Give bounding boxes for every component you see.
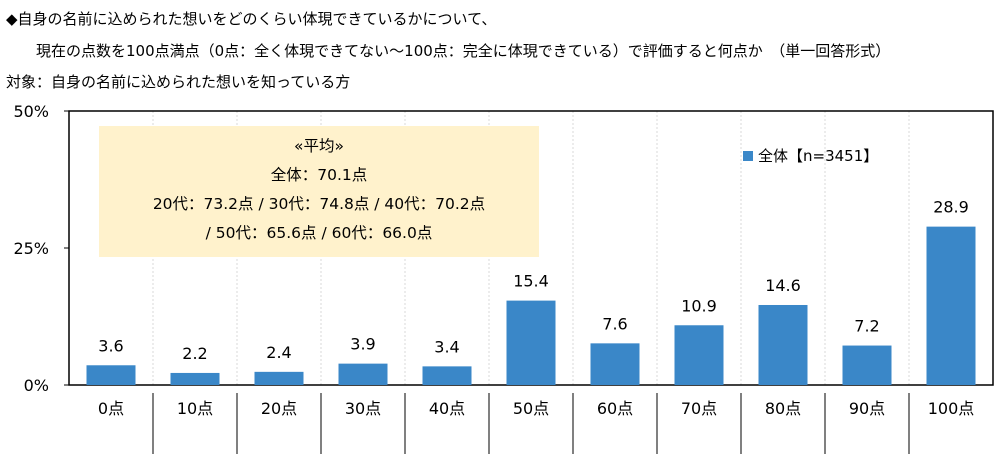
- average-note: «平均» 全体：70.1点 20代：73.2点 / 30代：74.8点 / 40…: [99, 126, 539, 257]
- note-ages-2: / 50代：65.6点 / 60代：66.0点: [205, 224, 433, 242]
- data-label: 3.6: [98, 336, 123, 355]
- bar: [674, 325, 724, 385]
- note-overall: 全体：70.1点: [270, 166, 368, 184]
- data-label: 15.4: [513, 272, 549, 291]
- data-label: 10.9: [681, 296, 717, 315]
- data-label: 3.9: [350, 335, 375, 354]
- bar: [422, 366, 472, 385]
- x-tick-label: 30点: [345, 399, 381, 418]
- legend-label: 全体【n=3451】: [758, 147, 879, 165]
- data-label: 14.6: [765, 276, 801, 295]
- x-tick-label: 10点: [177, 399, 213, 418]
- x-tick-label: 0点: [98, 399, 124, 418]
- data-label: 3.4: [434, 337, 459, 356]
- legend: 全体【n=3451】: [743, 145, 878, 166]
- y-tick-label: 25%: [13, 239, 49, 258]
- question-line-2: 現在の点数を100点満点（0点：全く体現できてない～100点：完全に体現できてい…: [36, 42, 891, 60]
- data-label: 28.9: [933, 198, 969, 217]
- target-line: 対象：自身の名前に込められた想いを知っている方: [6, 73, 351, 91]
- data-label: 7.2: [854, 317, 879, 336]
- bar: [254, 371, 304, 385]
- bar: [506, 300, 556, 385]
- bar: [758, 304, 808, 385]
- x-tick-label: 100点: [928, 399, 975, 418]
- x-tick-label: 20点: [261, 399, 297, 418]
- bar: [590, 343, 640, 385]
- x-tick-label: 60点: [597, 399, 633, 418]
- bar: [842, 345, 892, 385]
- x-tick-label: 40点: [429, 399, 465, 418]
- x-tick-label: 50点: [513, 399, 549, 418]
- bar: [86, 365, 136, 385]
- y-tick-label: 0%: [24, 376, 49, 395]
- data-label: 2.2: [182, 344, 207, 363]
- note-ages-1: 20代：73.2点 / 30代：74.8点 / 40代：70.2点: [152, 195, 486, 213]
- question-line-1: ◆自身の名前に込められた想いをどのくらい体現できているかについて、: [6, 10, 497, 28]
- legend-swatch: [743, 150, 753, 161]
- x-tick-label: 90点: [849, 399, 885, 418]
- x-tick-label: 70点: [681, 399, 717, 418]
- x-tick-label: 80点: [765, 399, 801, 418]
- y-tick-label: 50%: [13, 102, 49, 121]
- bar: [338, 363, 388, 385]
- bar: [170, 372, 220, 385]
- data-label: 7.6: [602, 314, 627, 333]
- data-label: 2.4: [266, 343, 291, 362]
- note-title: «平均»: [294, 137, 344, 155]
- bar: [926, 226, 976, 385]
